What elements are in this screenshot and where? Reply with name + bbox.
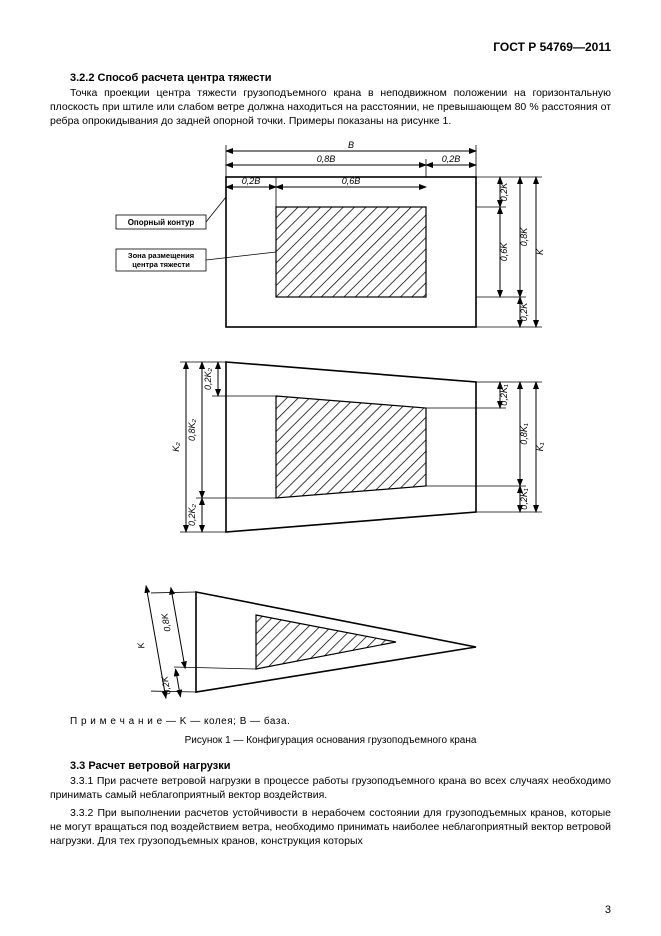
dim-K-tri: K xyxy=(135,640,146,649)
page: ГОСТ Р 54769—2011 3.2.2 Способ расчета ц… xyxy=(0,0,661,936)
panel-1: B 0,8B 0,2B 0,2B 0,6B K xyxy=(116,140,545,327)
dim-02K2-b: 0,2K₂ xyxy=(187,503,197,526)
page-number: 3 xyxy=(605,904,611,916)
dim-08K-tri: 0,8K xyxy=(159,611,172,632)
section-322-title: 3.2.2 Способ расчета центра тяжести xyxy=(50,72,611,84)
section-322-para: Точка проекции центра тяжести грузоподъе… xyxy=(50,86,611,129)
dim-02K2-t: 0,2K₂ xyxy=(203,367,213,390)
panel-2: K₂ 0,8K₂ 0,2K₂ 0,2K₂ K₁ 0,8K₁ 0,2K₁ xyxy=(171,362,545,532)
dim-06K-in: 0,6K xyxy=(499,241,509,261)
dim-02K-r: 0,2K xyxy=(519,301,529,321)
dim-K: K xyxy=(535,248,545,255)
dim-08B-top: 0,8B xyxy=(316,154,335,164)
dim-02B-in: 0,2B xyxy=(241,176,260,186)
figure-note: П р и м е ч а н и е — K — колея; B — баз… xyxy=(70,716,611,727)
dim-B: B xyxy=(347,140,353,150)
label-zona: Зона размещения xyxy=(127,251,193,260)
dim-06B-in: 0,6B xyxy=(341,176,360,186)
doc-code: ГОСТ Р 54769—2011 xyxy=(50,40,611,54)
dim-02K1-b: 0,2K₁ xyxy=(519,488,529,510)
dim-08K1: 0,8K₁ xyxy=(519,423,529,445)
figure-caption: Рисунок 1 — Конфигурация основания грузо… xyxy=(50,735,611,746)
dim-K1: K₁ xyxy=(535,442,545,451)
figure-1: B 0,8B 0,2B 0,2B 0,6B K xyxy=(50,137,611,710)
dim-02K-in: 0,2K xyxy=(499,181,509,201)
section-33-title: 3.3 Расчет ветровой нагрузки xyxy=(50,760,611,772)
figure-1-svg: B 0,8B 0,2B 0,2B 0,6B K xyxy=(96,137,566,707)
dim-K2: K₂ xyxy=(171,441,181,451)
label-zona2: центра тяжести xyxy=(132,260,190,269)
section-332-para: 3.3.2 При выполнении расчетов устойчивос… xyxy=(50,806,611,849)
dim-08K-r: 0,8K xyxy=(519,226,529,246)
section-331-para: 3.3.1 При расчете ветровой нагрузки в пр… xyxy=(50,774,611,802)
dim-08K2: 0,8K₂ xyxy=(187,418,197,441)
panel-3: K 0,8K 0,2K xyxy=(135,585,476,697)
dim-02B-top: 0,2B xyxy=(441,154,460,164)
label-opor: Опорный контур xyxy=(127,218,194,227)
dim-02K-tri: 0,2K xyxy=(159,674,172,695)
dim-02K1-t: 0,2K₁ xyxy=(499,384,509,406)
